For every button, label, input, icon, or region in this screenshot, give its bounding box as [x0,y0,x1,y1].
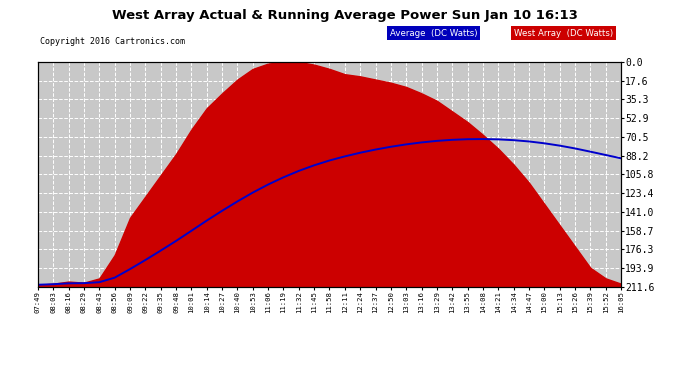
Text: West Array Actual & Running Average Power Sun Jan 10 16:13: West Array Actual & Running Average Powe… [112,9,578,22]
Text: Copyright 2016 Cartronics.com: Copyright 2016 Cartronics.com [40,38,185,46]
Text: West Array  (DC Watts): West Array (DC Watts) [514,28,613,38]
Text: Average  (DC Watts): Average (DC Watts) [390,28,477,38]
